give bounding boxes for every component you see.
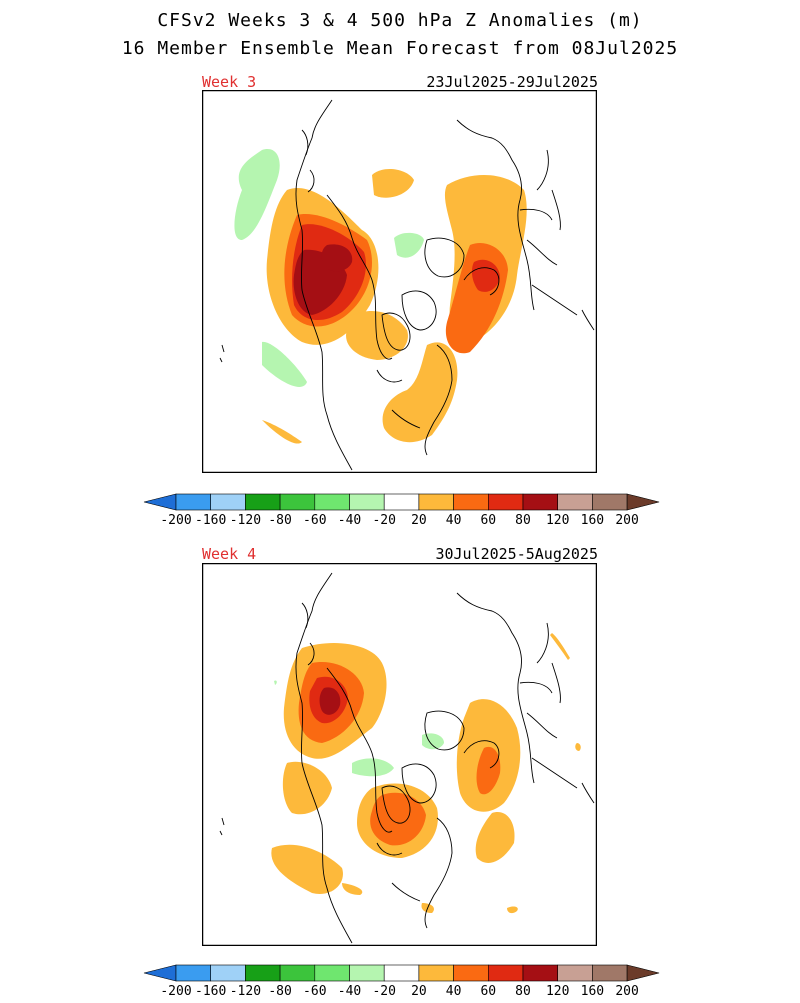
colorbar-tick-label: -80 xyxy=(268,513,291,528)
map-title: CFSv2 Weeks 3 & 4 500 hPa Z Anomalies (m… xyxy=(157,10,643,31)
colorbar-tick-label: -120 xyxy=(230,513,261,528)
colorbar-tick-label: 60 xyxy=(480,984,496,999)
colorbar-tick-label: -20 xyxy=(372,984,395,999)
colorbar-right-arrow xyxy=(626,964,660,982)
colorbar-tick-label: 40 xyxy=(446,513,462,528)
colorbar-swatch xyxy=(592,964,628,982)
colorbar-tick-label: -40 xyxy=(338,984,361,999)
week3-label: Week 3 xyxy=(202,73,257,91)
colorbar-swatch xyxy=(383,493,420,511)
colorbar-swatch xyxy=(279,964,316,982)
colorbar-swatch xyxy=(418,964,454,982)
colorbar-swatch xyxy=(210,964,246,982)
colorbar-tick-label: 160 xyxy=(581,984,604,999)
colorbar-swatch xyxy=(175,493,212,511)
colorbar-tick-label: -200 xyxy=(160,984,191,999)
colorbar-tick-label: 120 xyxy=(546,984,569,999)
colorbar-swatch xyxy=(487,493,524,511)
colorbar-swatch xyxy=(383,964,420,982)
week4-dates: 30Jul2025-5Aug2025 xyxy=(435,545,598,563)
colorbar-swatch xyxy=(557,964,593,982)
colorbar-tick-label: 120 xyxy=(546,513,569,528)
week3-map xyxy=(202,90,597,473)
week3-dates: 23Jul2025-29Jul2025 xyxy=(426,73,598,91)
colorbar-tick-label: 20 xyxy=(411,513,427,528)
colorbar-tick-label: -160 xyxy=(195,984,226,999)
colorbar-right-arrow xyxy=(626,493,660,511)
colorbar-swatch xyxy=(210,493,246,511)
colorbar-tick-label: -80 xyxy=(268,984,291,999)
colorbar-swatch xyxy=(245,964,281,982)
week3-coastlines xyxy=(219,99,595,471)
colorbar-swatch xyxy=(453,493,489,511)
colorbar-tick-label: -40 xyxy=(338,513,361,528)
week4-label: Week 4 xyxy=(202,545,257,563)
colorbar-swatch xyxy=(487,964,524,982)
colorbar-swatch xyxy=(314,493,350,511)
colorbar-tick-label: 40 xyxy=(446,984,462,999)
colorbar-swatch xyxy=(279,493,316,511)
colorbar-tick-label: 200 xyxy=(615,513,638,528)
colorbar-swatch xyxy=(453,964,489,982)
colorbar-tick-label: 160 xyxy=(581,513,604,528)
colorbar-swatch xyxy=(349,964,385,982)
map-subtitle: 16 Member Ensemble Mean Forecast from 08… xyxy=(121,38,679,59)
colorbar-2: -200 -160 -120 -80 -60 -40 -20 20 40 60 80 120 160 20… xyxy=(140,963,660,1003)
colorbar-tick-label: -20 xyxy=(372,513,395,528)
week3-map-frame xyxy=(202,90,597,473)
colorbar-tick-label: 60 xyxy=(480,513,496,528)
colorbar-tick-label: -60 xyxy=(303,984,326,999)
week4-map-frame xyxy=(202,563,597,946)
colorbar-1: -200 -160 -120 -80 -60 -40 -20 20 40 60 80 120 160 20… xyxy=(140,492,660,532)
week4-map xyxy=(202,563,597,946)
colorbar-left-arrow xyxy=(143,964,177,982)
colorbar-tick-label: -120 xyxy=(230,984,261,999)
colorbar-swatch xyxy=(418,493,454,511)
colorbar-tick-label: -200 xyxy=(160,513,191,528)
colorbar-tick-label: -160 xyxy=(195,513,226,528)
colorbar-swatch xyxy=(592,493,628,511)
colorbar-swatch xyxy=(314,964,350,982)
colorbar-tick-label: 80 xyxy=(515,513,531,528)
colorbar-swatch xyxy=(175,964,212,982)
colorbar-swatch xyxy=(557,493,593,511)
colorbar-tick-label: 80 xyxy=(515,984,531,999)
colorbar-swatch xyxy=(522,964,559,982)
week4-anomaly-fields xyxy=(271,633,581,914)
colorbar-swatch xyxy=(245,493,281,511)
colorbar-swatch xyxy=(522,493,559,511)
colorbar-swatch xyxy=(349,493,385,511)
colorbar-tick-label: 200 xyxy=(615,984,638,999)
colorbar-tick-label: 20 xyxy=(411,984,427,999)
week4-coastlines xyxy=(219,572,595,944)
colorbar-tick-label: -60 xyxy=(303,513,326,528)
colorbar-left-arrow xyxy=(143,493,177,511)
week3-anomaly-fields xyxy=(234,149,527,444)
